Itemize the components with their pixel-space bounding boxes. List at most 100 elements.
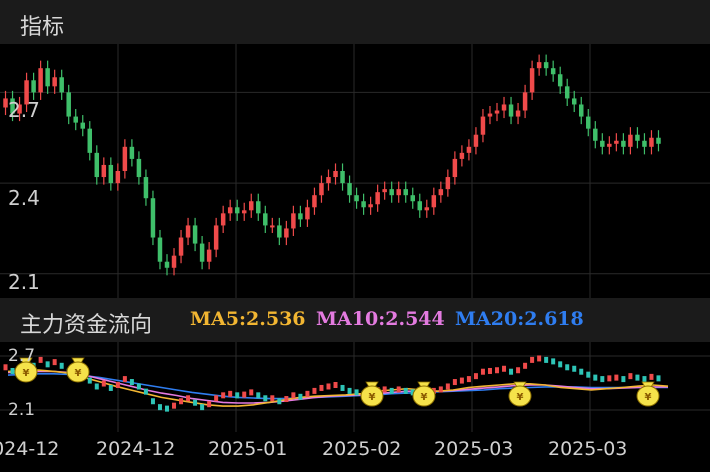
flow-bar	[129, 379, 134, 386]
candle-body	[487, 113, 493, 117]
flow-bar	[333, 382, 338, 388]
candle-body	[326, 177, 331, 184]
flow-bar	[509, 368, 514, 375]
money-bag-icon: ¥	[360, 381, 384, 407]
candle-body	[284, 228, 289, 238]
candle-body	[424, 207, 430, 211]
date-label: 2024-12	[96, 438, 176, 460]
flow-bar	[115, 382, 120, 388]
flow-bar	[452, 379, 457, 386]
flow-bar	[45, 361, 50, 368]
candle-body	[340, 171, 345, 184]
flow-bar	[52, 359, 57, 366]
candle-body	[354, 195, 359, 202]
candle-body	[206, 249, 212, 262]
capital-flow-header: 主力资金流向 MA5:2.536 MA10:2.544 MA20:2.618	[0, 298, 710, 342]
candle-body	[24, 80, 29, 105]
candle-body	[445, 177, 451, 190]
flow-bar	[523, 362, 528, 369]
candle-body	[263, 213, 268, 226]
candle-body	[87, 128, 93, 153]
candle-body	[522, 92, 528, 111]
flow-bar	[150, 398, 155, 405]
candle-body	[466, 146, 472, 153]
candle-body	[94, 152, 100, 178]
flow-bar	[551, 358, 556, 365]
flow-bar	[466, 376, 471, 383]
flow-bar	[235, 392, 240, 399]
flow-bar	[614, 374, 619, 381]
date-label: 2025-03	[434, 438, 514, 460]
money-bag-body	[14, 361, 38, 383]
flow-bar	[656, 375, 661, 382]
flow-bar	[389, 387, 394, 394]
candle-body	[375, 192, 380, 205]
flow-bar	[396, 386, 401, 393]
money-bag-glyph: ¥	[75, 368, 82, 379]
candle-body	[431, 195, 437, 208]
capital-flow-title[interactable]: 主力资金流向	[20, 313, 153, 338]
flow-bar	[186, 395, 191, 402]
candle-body	[171, 255, 177, 268]
candle-body	[115, 171, 121, 184]
flow-bar	[263, 395, 268, 402]
flow-bar	[298, 393, 303, 400]
indicator-title[interactable]: 指标	[20, 15, 65, 40]
flow-bar	[642, 376, 647, 383]
candle-body	[227, 207, 233, 214]
candle-body	[108, 164, 114, 184]
candle-body	[536, 62, 542, 69]
flow-bar	[473, 373, 478, 380]
candle-body	[557, 74, 563, 87]
candle-body	[550, 68, 556, 75]
candle-body	[473, 134, 479, 147]
candle-body	[80, 122, 85, 129]
flow-bar	[242, 391, 247, 398]
candle-body	[220, 213, 226, 226]
candle-body	[185, 225, 191, 238]
candle-body	[3, 98, 8, 108]
flow-bar	[438, 386, 443, 393]
ma20-label: MA20:2.618	[455, 308, 584, 330]
candle-body	[256, 201, 261, 214]
candlestick-chart[interactable]	[0, 44, 710, 298]
candle-body	[59, 77, 64, 93]
flow-bar	[200, 404, 205, 411]
candle-body	[480, 116, 486, 135]
candle-body	[361, 201, 366, 208]
flow-bar	[382, 386, 387, 393]
flow-bar	[122, 376, 127, 383]
candle-body	[600, 140, 605, 147]
ma10-label: MA10:2.544	[316, 308, 445, 330]
candle-body	[270, 225, 275, 228]
flow-bar	[305, 390, 310, 397]
flow-bar	[354, 389, 359, 396]
flow-bar	[256, 392, 261, 399]
candle-body	[347, 183, 352, 196]
ma5-label: MA5:2.536	[190, 308, 306, 330]
flow-bar	[544, 356, 549, 363]
flow-bar	[516, 367, 521, 374]
flow-bar	[487, 367, 492, 374]
capital-flow-chart[interactable]: ¥ ¥ ¥ ¥ ¥ ¥	[0, 342, 710, 432]
flow-bar	[537, 355, 542, 362]
date-label: 2025-02	[322, 438, 402, 460]
candle-body	[614, 140, 619, 144]
flow-bar	[38, 356, 43, 363]
flow-bar	[59, 362, 64, 369]
ma5-line	[7, 369, 669, 407]
candle-body	[101, 164, 107, 178]
flow-bar	[157, 404, 162, 411]
candle-body	[368, 204, 373, 208]
flow-bar	[277, 398, 282, 405]
money-bag-glyph: ¥	[517, 392, 524, 403]
flow-bar	[94, 383, 99, 390]
flow-bar	[502, 365, 507, 372]
candle-body	[459, 152, 465, 159]
money-bag-icon: ¥	[412, 381, 436, 407]
candle-body	[38, 68, 43, 93]
flow-bar	[165, 405, 169, 412]
ma10-line	[7, 370, 668, 404]
candle-body	[543, 62, 549, 69]
candle-body	[396, 189, 401, 196]
